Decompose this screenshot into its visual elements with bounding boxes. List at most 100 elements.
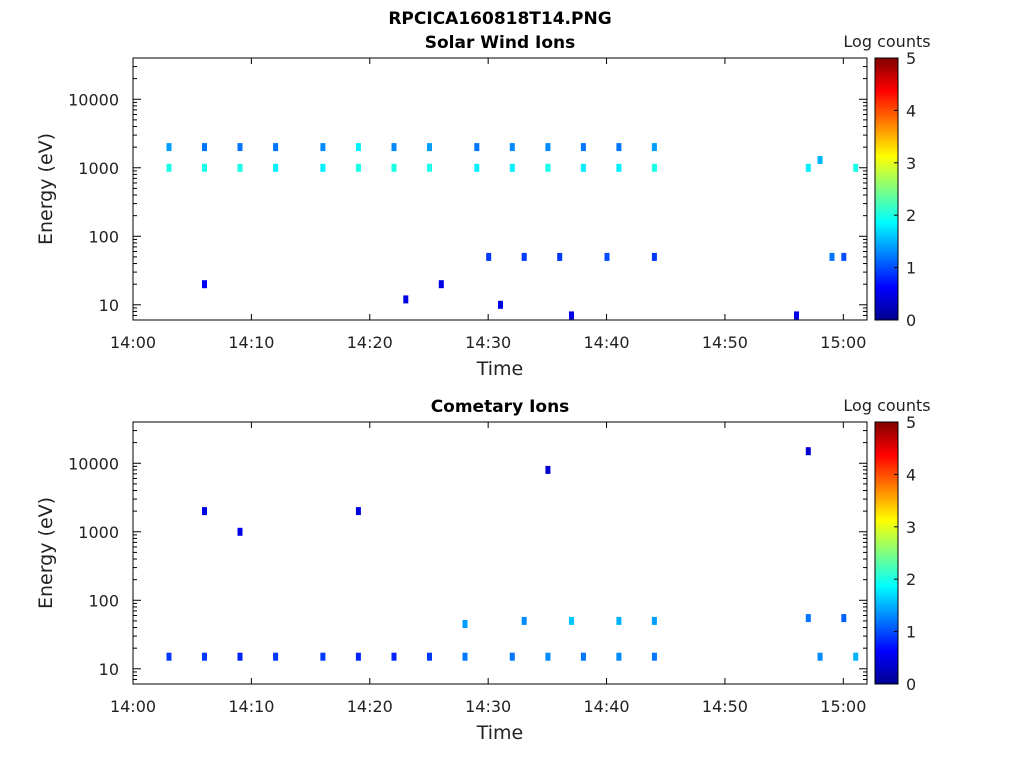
heatmap-cell	[202, 163, 207, 172]
heatmap-cell	[427, 652, 432, 661]
heatmap-cell	[237, 143, 243, 152]
heatmap-cell	[320, 143, 326, 152]
plot-frame	[132, 421, 868, 685]
x-tick-label: 14:10	[228, 697, 274, 716]
heatmap-cell	[438, 280, 444, 289]
colorbar-tick-label: 5	[906, 413, 916, 432]
heatmap-cell	[509, 163, 515, 172]
x-ticks: 14:00 14:10 14:20 14:30 14:40 14:50 15:00	[110, 58, 866, 352]
colorbar-ticks: 0 1 2 3 4 5	[894, 413, 916, 694]
heatmap-cell	[427, 143, 432, 152]
x-tick-label: 15:00	[820, 697, 866, 716]
heatmap-cell	[651, 616, 657, 625]
colorbar-tick-label: 5	[906, 49, 916, 68]
y-tick-label: 10	[99, 296, 119, 315]
x-axis-label: Time	[476, 358, 524, 380]
heatmap-cell	[391, 163, 397, 172]
heatmap-cell	[545, 143, 551, 152]
colorbar-tick-label: 3	[906, 154, 916, 173]
heatmap-cell	[462, 620, 468, 628]
figure-title: RPCICA160818T14.PNG	[388, 9, 611, 29]
heatmap-cell	[202, 280, 207, 289]
heatmap-cell	[545, 652, 551, 661]
colorbar-tick-label: 2	[906, 570, 916, 589]
x-tick-label: 14:50	[702, 333, 748, 352]
y-tick-label: 100	[88, 591, 119, 610]
heatmap-cell	[853, 652, 859, 661]
heatmap-cell	[403, 295, 409, 304]
heatmap-cell	[829, 252, 835, 261]
heatmap-cell	[580, 652, 586, 661]
heatmap-cell	[237, 163, 243, 172]
colorbar: Log counts 0 1 2 3 4 5	[843, 32, 930, 330]
heatmap-cell	[355, 507, 361, 516]
heatmap-cell	[580, 163, 586, 172]
colorbar-label: Log counts	[843, 396, 930, 415]
heatmap-cell	[545, 465, 551, 474]
colorbar-ticks: 0 1 2 3 4 5	[894, 49, 916, 330]
heatmap-cell	[202, 652, 207, 661]
heatmap-cell	[616, 163, 622, 172]
colorbar-tick-label: 1	[906, 259, 916, 278]
heatmap-cell	[509, 143, 515, 152]
heatmap-cell	[427, 163, 432, 172]
heatmap-cell	[391, 652, 397, 661]
heatmap-cell	[462, 652, 468, 661]
heatmap-cell	[320, 652, 326, 661]
heatmap-cell	[817, 156, 823, 164]
heatmap-cell	[805, 163, 811, 172]
colorbar-tick-label: 2	[906, 206, 916, 225]
heatmap-cell	[805, 447, 811, 456]
heatmap-cell	[202, 143, 207, 152]
heatmap-cell	[273, 143, 279, 152]
x-tick-label: 14:20	[347, 333, 393, 352]
y-tick-label: 10000	[68, 90, 119, 109]
x-tick-label: 14:50	[702, 697, 748, 716]
x-tick-label: 14:40	[583, 333, 629, 352]
colorbar-tick-label: 0	[906, 675, 916, 694]
colorbar-gradient	[874, 421, 899, 685]
y-axis-label: Energy (eV)	[35, 133, 57, 245]
heatmap-cell	[817, 652, 823, 661]
panel-title: Solar Wind Ions	[425, 33, 576, 53]
heatmap-cell	[202, 507, 207, 516]
heatmap-cell	[616, 616, 622, 625]
y-tick-label: 10	[99, 660, 119, 679]
heatmap-cell	[166, 163, 172, 172]
heatmap-cell	[355, 652, 361, 661]
y-ticks: 10 100 1000 10000	[68, 421, 867, 685]
heatmap-cell	[237, 652, 243, 661]
heatmap-cell	[355, 163, 361, 172]
heatmap-cells	[166, 447, 859, 661]
heatmap-cell	[498, 300, 503, 309]
x-tick-label: 14:10	[228, 333, 274, 352]
heatmap-cell	[166, 652, 172, 661]
heatmap-cell	[273, 163, 279, 172]
heatmap-cell	[486, 252, 492, 261]
x-tick-label: 14:30	[465, 333, 511, 352]
colorbar-tick-label: 4	[906, 101, 916, 120]
heatmap-cell	[545, 163, 551, 172]
x-tick-label: 14:30	[465, 697, 511, 716]
colorbar-tick-label: 1	[906, 623, 916, 642]
heatmap-cell	[805, 614, 811, 623]
x-tick-label: 14:00	[110, 333, 156, 352]
heatmap-cell	[651, 163, 657, 172]
panel-cometary-ions: Cometary Ions 14:00 14:10 14:20 14:30 14:40 1…	[35, 396, 931, 744]
heatmap-cell	[569, 616, 574, 625]
colorbar-tick-label: 0	[906, 311, 916, 330]
colorbar-tick-label: 4	[906, 465, 916, 484]
heatmap-cell	[557, 252, 563, 261]
colorbar-tick-label: 3	[906, 518, 916, 537]
x-axis-label: Time	[476, 722, 524, 744]
y-axis-label: Energy (eV)	[35, 497, 57, 609]
colorbar-gradient	[874, 57, 899, 321]
heatmap-cell	[651, 652, 657, 661]
heatmap-cell	[521, 616, 527, 625]
plot-frame	[132, 57, 868, 321]
heatmap-cell	[569, 311, 574, 320]
heatmap-cell	[841, 614, 847, 623]
heatmap-cell	[273, 652, 279, 661]
heatmap-cells	[166, 143, 859, 320]
heatmap-cell	[521, 252, 527, 261]
